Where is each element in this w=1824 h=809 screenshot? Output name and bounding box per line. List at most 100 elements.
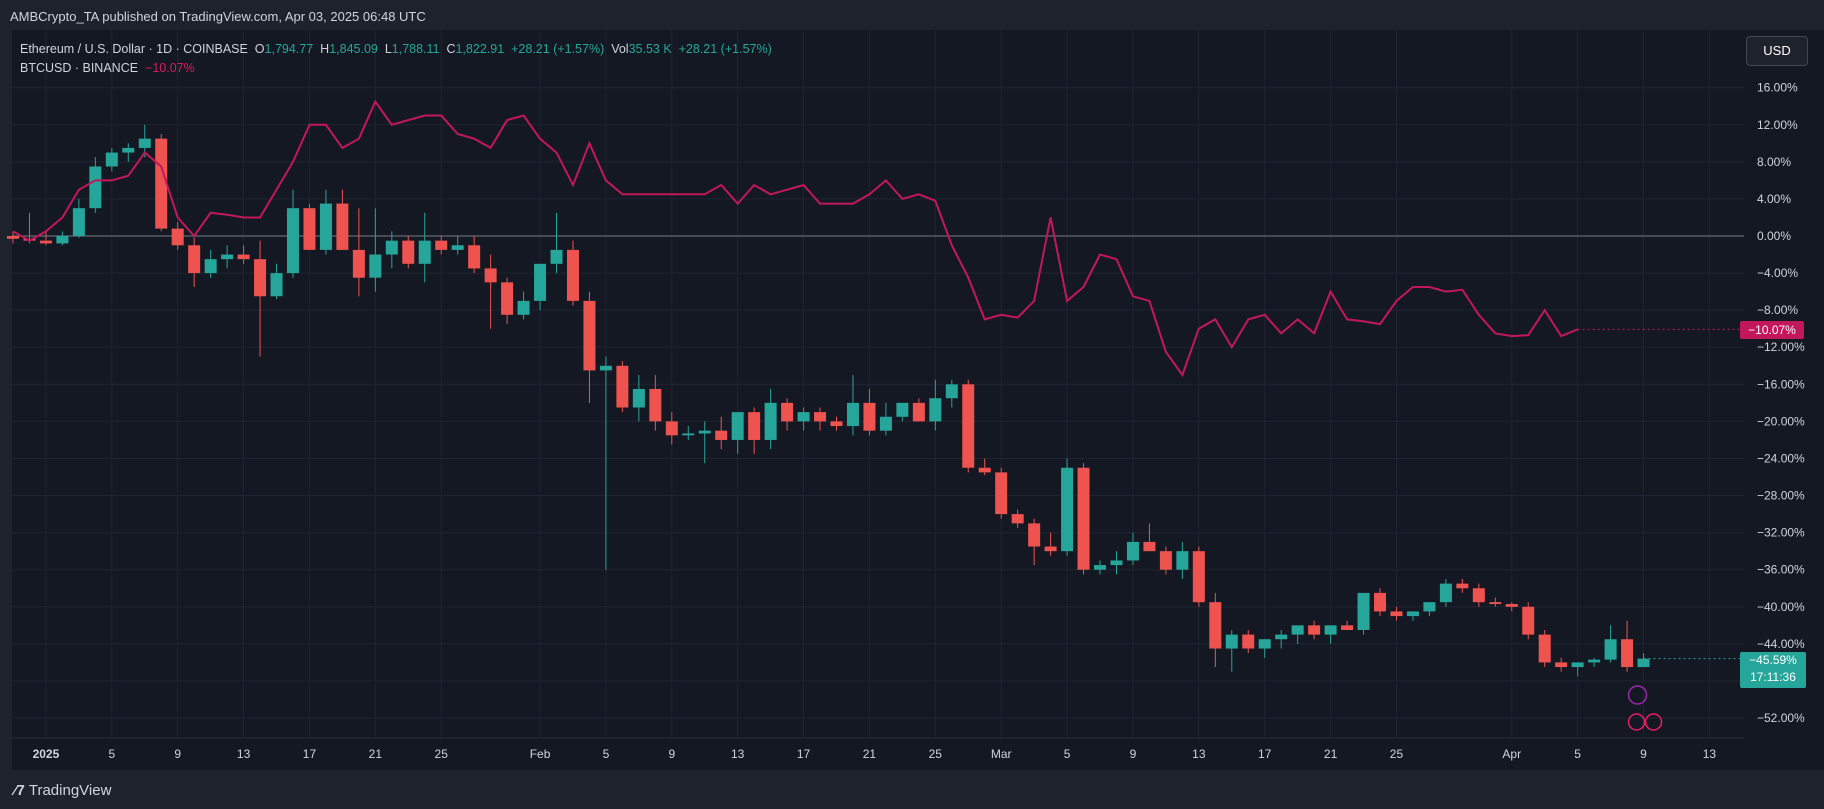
candle-body: [1077, 467, 1090, 570]
x-tick-label: 25: [1390, 747, 1404, 761]
y-tick-label: 16.00%: [1757, 81, 1798, 95]
candle: [435, 236, 448, 255]
x-tick-label: 13: [237, 747, 251, 761]
candle-body: [1209, 602, 1222, 649]
candle: [781, 398, 794, 431]
volume-change-value: +28.21 (+1.57%): [678, 42, 772, 56]
candle-body: [352, 249, 365, 278]
candle: [1061, 458, 1074, 556]
candle-body: [1621, 639, 1634, 668]
y-tick-label: −28.00%: [1757, 489, 1805, 503]
candle-body: [303, 208, 316, 250]
candle: [995, 467, 1008, 519]
candle-body: [1044, 546, 1057, 552]
publish-header: AMBCrypto_TA published on TradingView.co…: [0, 0, 1824, 30]
x-tick-label: 9: [668, 747, 675, 761]
candle: [814, 407, 827, 431]
candle: [1456, 578, 1469, 593]
candle: [1044, 532, 1057, 556]
candle-body: [1308, 625, 1321, 635]
candle: [1126, 532, 1139, 566]
candle: [1011, 509, 1024, 529]
candle-body: [929, 398, 942, 422]
candle-body: [1275, 634, 1288, 640]
candle-body: [797, 412, 810, 422]
tradingview-brand[interactable]: ⁄7 TradingView: [14, 782, 111, 799]
candle: [204, 249, 217, 278]
candle-body: [237, 254, 250, 260]
x-tick-label: 9: [174, 747, 181, 761]
tradingview-logo-icon: ⁄7: [14, 782, 25, 799]
x-tick-label: 25: [435, 747, 449, 761]
candle: [1621, 620, 1634, 672]
candle-body: [632, 388, 645, 408]
candle-body: [583, 300, 596, 371]
change-value: +28.21 (+1.57%): [511, 42, 605, 56]
price-scale-panel[interactable]: [1744, 30, 1824, 770]
candle-body: [1637, 658, 1650, 668]
candle-body: [715, 430, 728, 440]
candle: [1159, 546, 1172, 575]
candle-body: [665, 421, 678, 436]
candle: [451, 236, 464, 255]
candle-body: [1341, 625, 1354, 630]
candle: [1472, 583, 1485, 607]
candle: [89, 157, 102, 213]
candle-body: [221, 254, 234, 260]
candle-body: [912, 402, 925, 422]
eth-symbol-title[interactable]: Ethereum / U.S. Dollar · 1D · COINBASE: [20, 42, 248, 56]
x-tick-label: 21: [369, 747, 383, 761]
currency-button[interactable]: USD: [1746, 36, 1808, 66]
btc-symbol-title[interactable]: BTCUSD · BINANCE: [20, 61, 139, 75]
chart-pane[interactable]: [12, 30, 1744, 770]
candle-body: [1028, 523, 1041, 547]
candle: [764, 388, 777, 450]
open-label: O: [254, 42, 265, 56]
candle-body: [402, 240, 415, 264]
x-tick-label: 2025: [33, 747, 60, 761]
candle-body: [1390, 611, 1403, 617]
y-tick-label: −40.00%: [1757, 600, 1805, 614]
candle: [1192, 546, 1205, 607]
candle: [501, 277, 514, 325]
candle-body: [1538, 634, 1551, 663]
candle-body: [517, 300, 530, 315]
candle: [649, 375, 662, 431]
candle-body: [1522, 606, 1535, 635]
candle: [1604, 625, 1617, 663]
candle: [879, 402, 892, 436]
candle: [171, 222, 184, 250]
volume-label: Vol: [611, 42, 629, 56]
candle: [122, 143, 135, 162]
candle: [616, 361, 629, 413]
candle: [303, 203, 316, 250]
low-label: L: [384, 42, 392, 56]
candle-body: [155, 138, 168, 229]
x-tick-label: 17: [303, 747, 317, 761]
candle-body: [962, 384, 975, 468]
candle-body: [7, 236, 19, 239]
candle-body: [1011, 514, 1024, 524]
bar-countdown: 17:11:36: [1750, 670, 1796, 684]
candle-body: [863, 402, 876, 431]
candle: [1538, 629, 1551, 668]
candle-body: [649, 388, 662, 422]
candle-body: [1094, 565, 1107, 570]
candle-body: [731, 412, 744, 440]
x-tick-label: 5: [603, 747, 610, 761]
candle: [155, 134, 168, 232]
candle: [1637, 653, 1650, 668]
y-tick-label: −24.00%: [1757, 451, 1805, 465]
candle: [1176, 541, 1189, 579]
candle: [286, 189, 299, 278]
open-value: 1,794.77: [264, 42, 314, 56]
candle-body: [616, 365, 629, 408]
candle: [1588, 657, 1601, 668]
candle: [698, 421, 711, 464]
candle-body: [1456, 583, 1469, 589]
candle: [105, 147, 118, 172]
x-tick-label: 25: [929, 747, 943, 761]
candle: [418, 212, 431, 283]
candle-body: [1472, 588, 1485, 603]
